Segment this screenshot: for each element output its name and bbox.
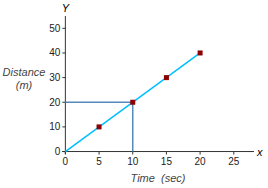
x-tick-label: 5	[96, 156, 102, 167]
marker	[97, 124, 102, 129]
y-axis-label: Distance	[3, 66, 46, 78]
x-tick-label: 0	[63, 156, 69, 167]
x-tick-label: 10	[127, 156, 139, 167]
x-tick	[233, 152, 234, 155]
y-tick	[62, 102, 65, 103]
y-tick-label: 20	[49, 97, 61, 108]
y-tick-label: 10	[49, 121, 61, 132]
y-axis-label: (m)	[16, 79, 33, 91]
chart: 0 5 10 15 20 25 0 10 20 30 40 50 Time (sec) Distance(…	[0, 0, 268, 188]
y-tick-label: 30	[49, 72, 61, 83]
x-tick-label: 20	[195, 156, 207, 167]
x-tick	[166, 152, 167, 155]
marker	[164, 75, 169, 80]
x-axis-label: Time (sec)	[131, 172, 186, 184]
y-axis-name: Y	[62, 2, 70, 14]
y-tick	[62, 77, 65, 78]
marker	[130, 100, 135, 105]
line	[65, 53, 200, 152]
line	[65, 102, 132, 151]
x-tick	[200, 152, 201, 155]
y-tick	[62, 28, 65, 29]
x-tick-label: 15	[161, 156, 173, 167]
x-tick	[99, 152, 100, 155]
axes: 0 5 10 15 20 25 0 10 20 30 40 50	[49, 16, 254, 167]
x-axis-name: x	[256, 146, 263, 158]
y-tick	[62, 52, 65, 53]
y-tick	[62, 151, 65, 152]
y-tick-label: 50	[49, 23, 61, 34]
y-tick	[62, 126, 65, 127]
y-tick-label: 40	[49, 47, 61, 58]
x-axis-line	[62, 151, 254, 152]
y-tick-label: 0	[55, 146, 61, 157]
plot-area	[65, 50, 202, 151]
x-tick-label: 25	[228, 156, 240, 167]
y-axis-line	[65, 16, 66, 154]
x-tick	[132, 152, 133, 155]
marker	[198, 50, 203, 55]
